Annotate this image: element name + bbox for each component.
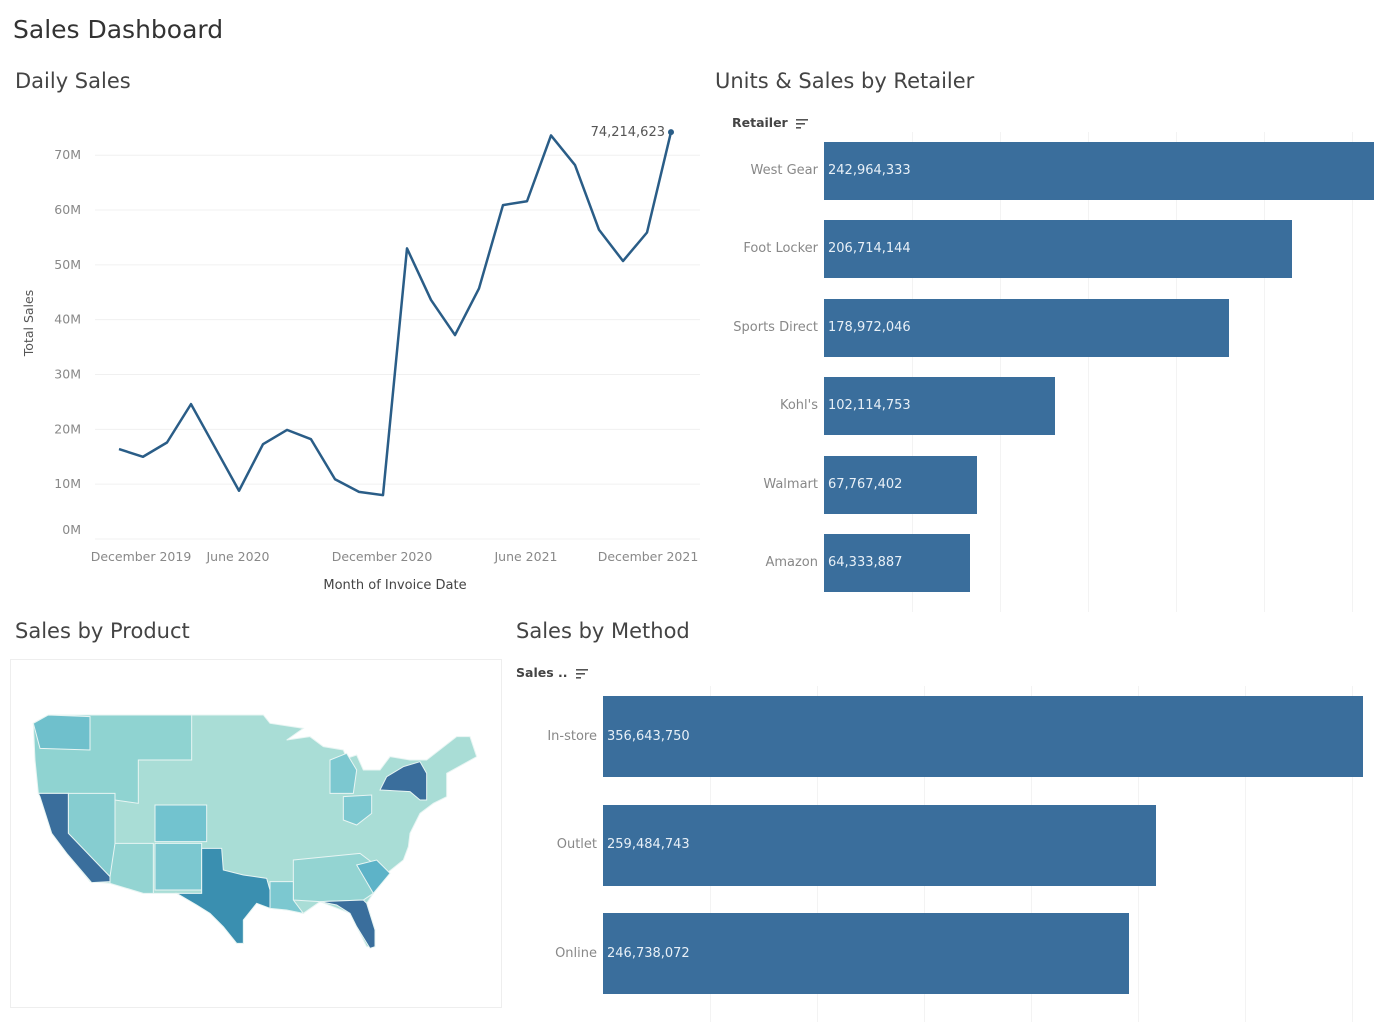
y-tick-label: 60M: [54, 202, 81, 217]
daily-sales-chart[interactable]: 0M 10M 20M 30M 40M 50M 60M 70M December 2019 Jun…: [0, 100, 710, 600]
bar[interactable]: [824, 534, 970, 592]
bar[interactable]: [824, 377, 1056, 436]
category-label: In-store: [547, 728, 597, 744]
category-label: Sports Direct: [733, 319, 818, 335]
method-chart-title: Sales by Method: [516, 619, 690, 643]
retailer-header[interactable]: Retailer: [732, 115, 809, 130]
bar-value-label: 64,333,887: [828, 555, 903, 570]
sort-descending-icon[interactable]: [796, 118, 809, 129]
x-axis-label: Month of Invoice Date: [323, 578, 466, 593]
bar[interactable]: [603, 913, 1129, 994]
category-label: Walmart: [763, 476, 818, 492]
category-label: Outlet: [556, 837, 597, 852]
bar-value-label: 259,484,743: [607, 837, 690, 852]
gridline: [1176, 132, 1177, 613]
bar-value-label: 246,738,072: [607, 945, 690, 961]
gridline: [1352, 132, 1353, 613]
state-new-york: [379, 761, 428, 801]
gridline: [1088, 132, 1089, 613]
bar[interactable]: [824, 142, 1374, 200]
dashboard-title: Sales Dashboard: [13, 15, 224, 44]
gridline: [1000, 132, 1001, 613]
map-panel: [10, 659, 502, 1008]
gridline: [1245, 686, 1246, 1022]
bar-value-label: 356,643,750: [607, 728, 690, 744]
category-label: Kohl's: [779, 398, 818, 414]
daily-sales-title: Daily Sales: [15, 69, 131, 93]
y-tick-label: 20M: [54, 421, 81, 436]
method-header[interactable]: Sales ..: [516, 665, 588, 680]
bar-value-label: 206,714,144: [828, 241, 911, 257]
x-tick-label: December 2021: [598, 549, 699, 564]
last-point-label: 74,214,623: [591, 125, 665, 140]
gridline: [1352, 686, 1353, 1022]
bar-value-label: 178,972,046: [828, 319, 911, 335]
x-tick-label: June 2020: [205, 549, 269, 564]
y-tick-label: 70M: [54, 147, 81, 162]
state-michigan: [329, 752, 358, 794]
y-tick-label: 50M: [54, 257, 81, 272]
retailer-header-label: Retailer: [732, 115, 788, 130]
y-tick-label: 0M: [62, 522, 81, 537]
category-label: Amazon: [765, 555, 818, 570]
method-header-label: Sales ..: [516, 665, 568, 680]
bar-value-label: 242,964,333: [828, 163, 911, 178]
bar[interactable]: [603, 804, 1156, 886]
category-label: Foot Locker: [743, 241, 818, 257]
category-label: West Gear: [750, 163, 818, 178]
x-tick-label: December 2020: [332, 549, 433, 564]
bar[interactable]: [824, 298, 1230, 357]
category-label: Online: [555, 945, 597, 961]
state-texas: [174, 847, 271, 944]
state-arizona: [109, 842, 154, 894]
retailer-chart-title: Units & Sales by Retailer: [715, 69, 975, 93]
bar-value-label: 102,114,753: [828, 398, 911, 414]
state-california: [37, 792, 111, 884]
y-tick-label: 40M: [54, 312, 81, 327]
product-map-title: Sales by Product: [15, 619, 190, 643]
daily-sales-line: [118, 131, 673, 497]
state-colorado: [154, 804, 208, 843]
state-south-carolina: [355, 859, 391, 895]
state-new-mexico: [154, 842, 203, 891]
state-florida: [319, 899, 376, 949]
y-tick-label: 10M: [54, 476, 81, 491]
gridline: [912, 132, 913, 613]
bar[interactable]: [603, 696, 1363, 777]
y-tick-label: 30M: [54, 367, 81, 382]
last-point-marker: [668, 129, 674, 136]
state-ohio: [342, 794, 373, 826]
us-sales-map[interactable]: [10, 660, 500, 1010]
y-axis-label: Total Sales: [21, 290, 36, 357]
gridline: [1264, 132, 1265, 613]
bar[interactable]: [824, 220, 1292, 279]
x-tick-label: June 2021: [493, 549, 557, 564]
sort-descending-icon[interactable]: [575, 668, 588, 679]
x-tick-label: December 2019: [91, 549, 192, 564]
bar[interactable]: [824, 455, 978, 514]
bar-value-label: 67,767,402: [828, 476, 903, 492]
state-washington: [32, 714, 91, 751]
